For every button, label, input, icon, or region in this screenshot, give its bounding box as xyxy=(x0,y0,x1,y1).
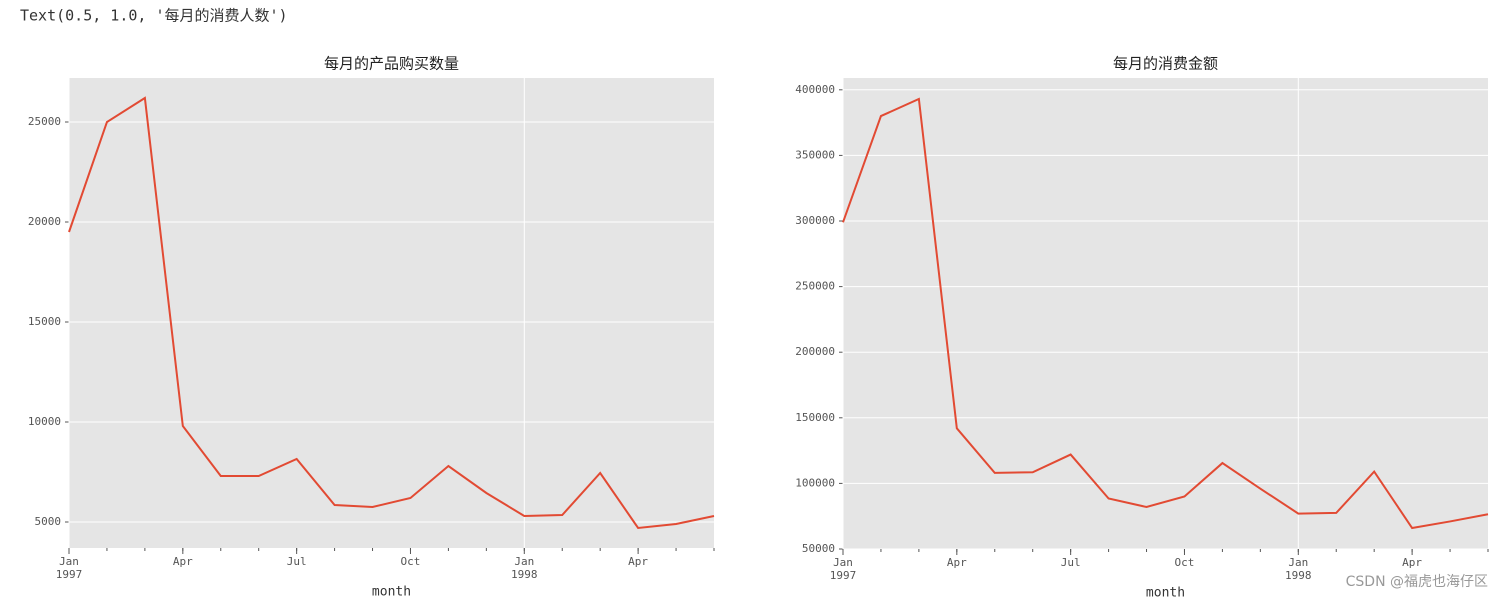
y-tick-label: 200000 xyxy=(795,345,835,358)
y-tick-label: 20000 xyxy=(28,215,61,228)
x-tick-label: Apr xyxy=(1402,556,1422,569)
y-tick-label: 25000 xyxy=(28,115,61,128)
x-tick-label: Jul xyxy=(1061,556,1081,569)
x-tick-label: Jan xyxy=(1288,556,1308,569)
chart-title: 每月的消费金额 xyxy=(1113,55,1218,73)
y-tick-label: 5000 xyxy=(35,515,62,528)
y-tick-label: 150000 xyxy=(795,411,835,424)
x-tick-label: Jan xyxy=(514,555,534,568)
y-tick-label: 300000 xyxy=(795,214,835,227)
series-line xyxy=(842,97,1489,530)
y-tick-label: 100000 xyxy=(795,476,835,489)
chart-title: 每月的产品购买数量 xyxy=(324,55,459,73)
series-line xyxy=(68,96,715,530)
x-tick-label: Oct xyxy=(401,555,421,568)
x-tick-label: Oct xyxy=(1175,556,1195,569)
x-axis-label: month xyxy=(1146,586,1185,601)
x-axis-label: month xyxy=(372,585,411,600)
y-tick-label: 50000 xyxy=(802,542,835,555)
watermark: CSDN @福虎也海仔区 xyxy=(1346,574,1488,590)
x-tick-year: 1997 xyxy=(830,569,857,582)
x-tick-label: Apr xyxy=(947,556,967,569)
plot-area xyxy=(843,78,1488,549)
x-tick-year: 1998 xyxy=(511,568,538,581)
x-tick-label: Jan xyxy=(833,556,853,569)
output-text: Text(0.5, 1.0, '每月的消费人数') xyxy=(20,7,288,25)
x-tick-year: 1998 xyxy=(1285,569,1312,582)
y-tick-label: 350000 xyxy=(795,148,835,161)
x-tick-label: Apr xyxy=(628,555,648,568)
y-tick-label: 400000 xyxy=(795,83,835,96)
x-tick-year: 1997 xyxy=(56,568,83,581)
x-tick-label: Apr xyxy=(173,555,193,568)
plot-area xyxy=(69,78,714,548)
y-tick-label: 250000 xyxy=(795,280,835,293)
x-tick-label: Jul xyxy=(287,555,307,568)
x-tick-label: Jan xyxy=(59,555,79,568)
y-tick-label: 10000 xyxy=(28,415,61,428)
y-tick-label: 15000 xyxy=(28,315,61,328)
